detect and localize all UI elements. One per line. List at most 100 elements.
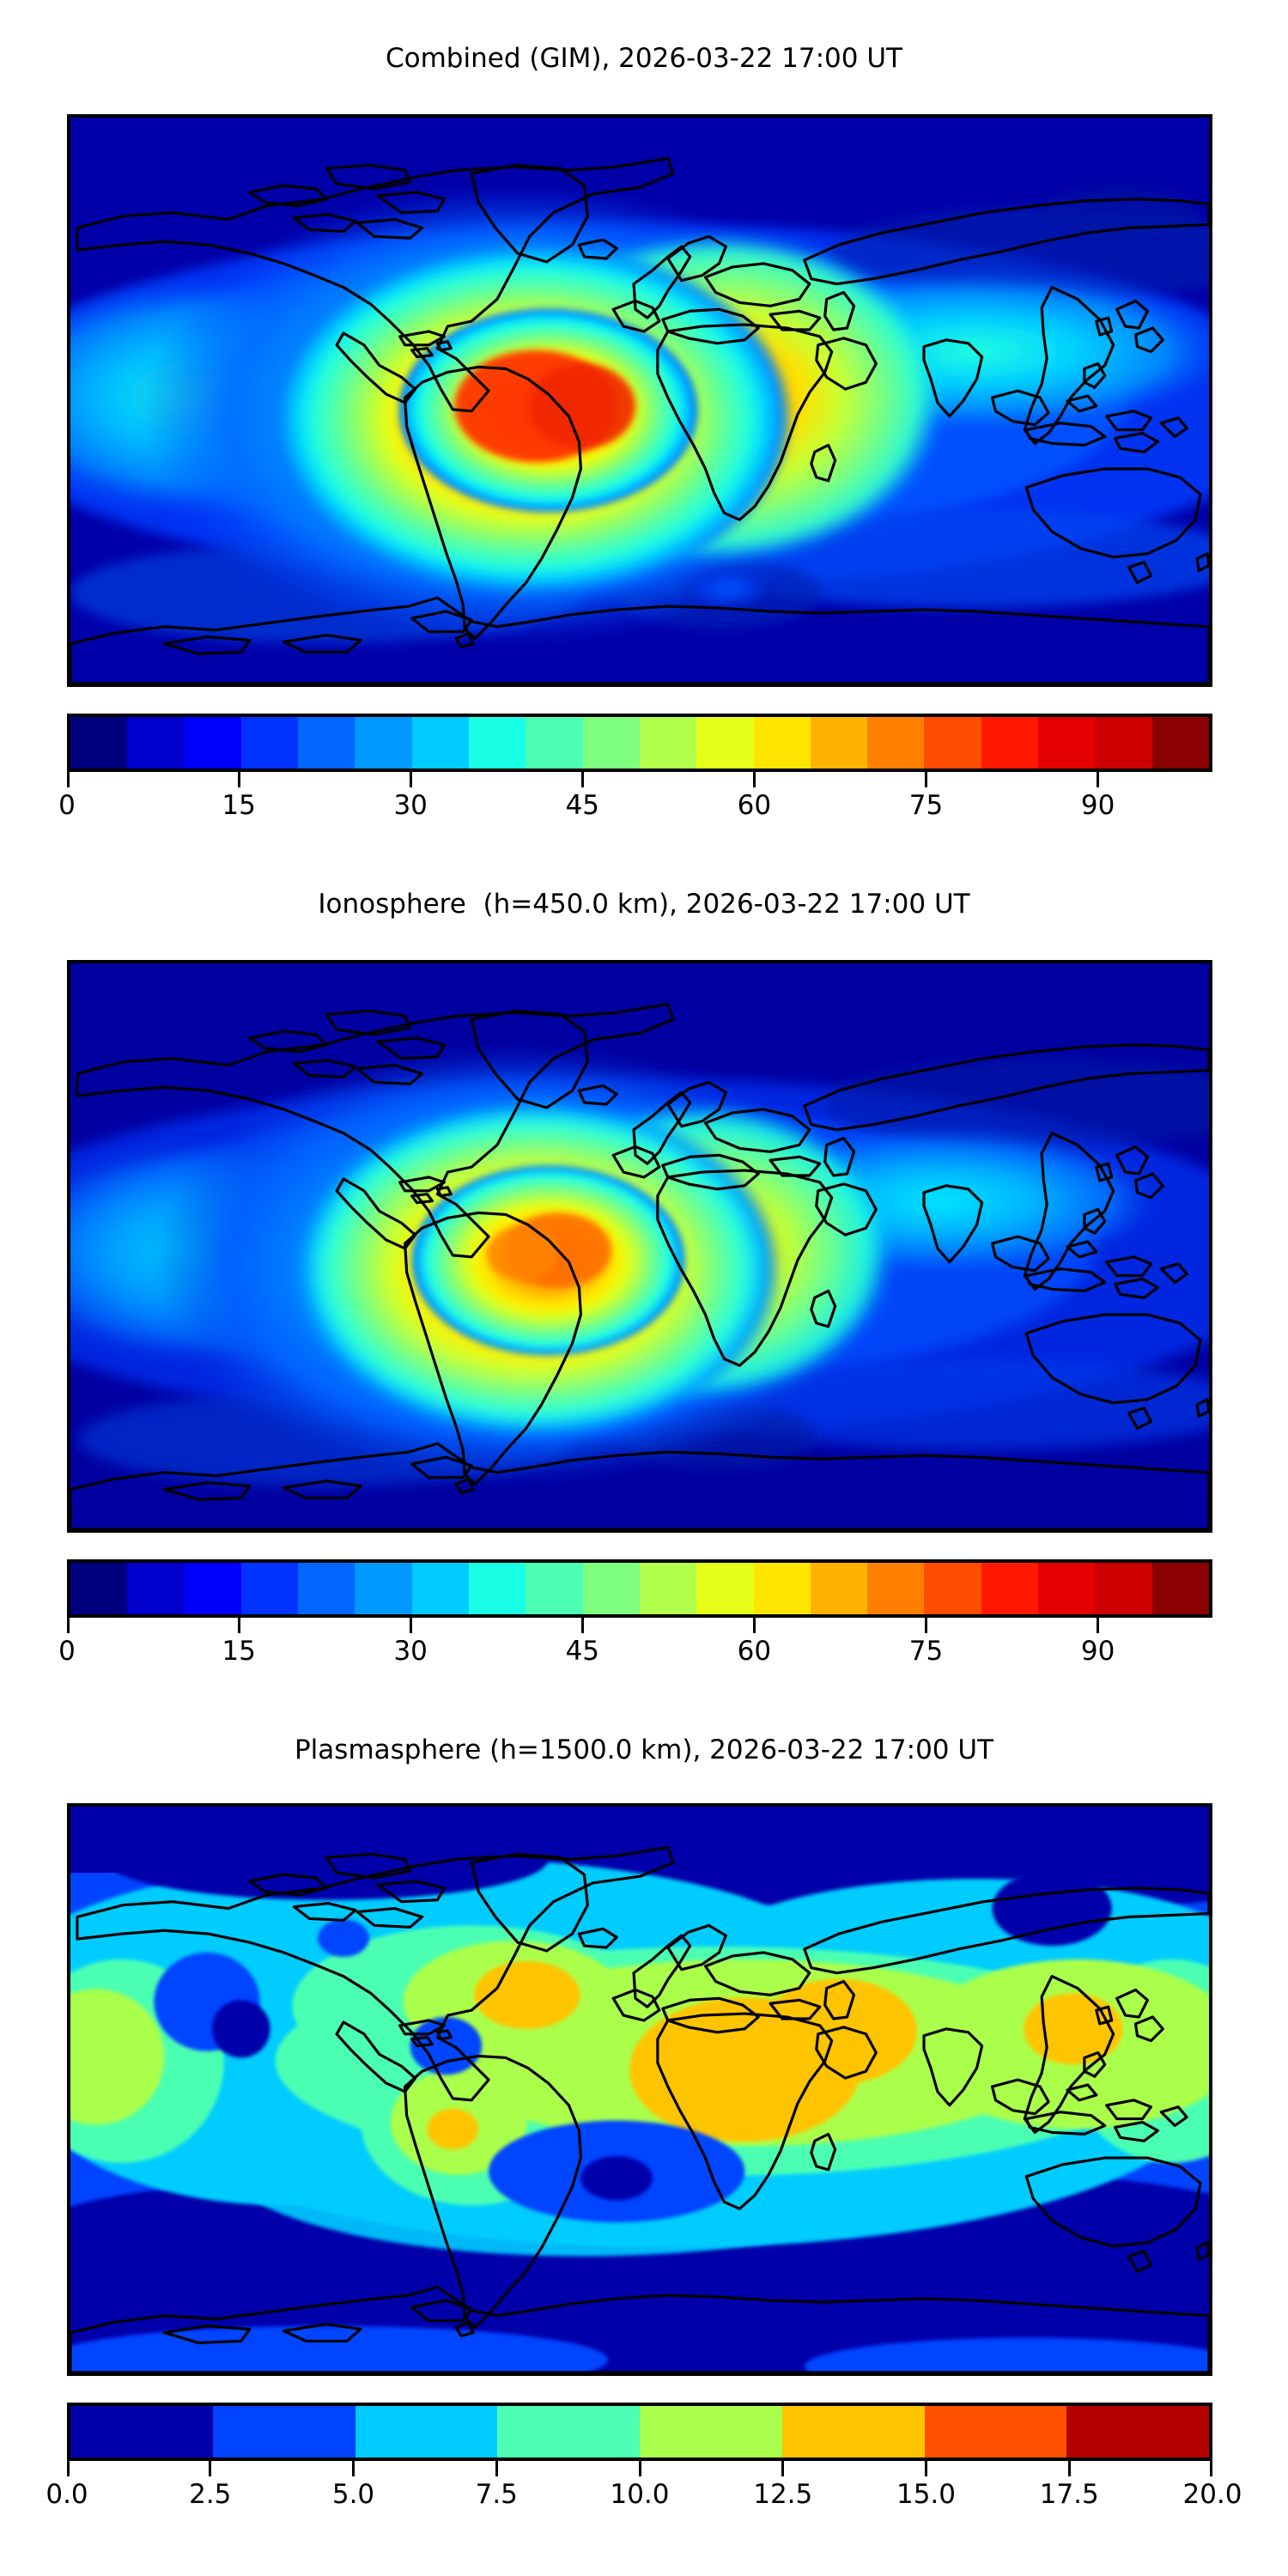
colorbar-tick-2 [409,1618,412,1633]
colorbar-ionosphere-bands [67,1559,1212,1618]
colorbar-band-16 [981,717,1039,769]
colorbar-band-1 [127,1563,185,1614]
colorbar-tick-label-6: 90 [1080,790,1115,821]
colorbar-band-16 [981,1563,1039,1614]
colorbar-band-3 [240,1563,299,1614]
colorbar-tick-2 [409,772,412,787]
colorbar-tick-label-5: 75 [908,790,944,821]
colorbar-ionosphere-ticks [67,1618,1212,1633]
colorbar-band-10 [639,717,697,769]
colorbar-band-4 [640,2406,782,2458]
map-ionosphere-svg [70,963,1209,1529]
colorbar-band-9 [582,1563,640,1614]
panel-title-ionosphere: Ionosphere (h=450.0 km), 2026-03-22 17:0… [318,889,970,920]
colorbar-band-15 [924,1563,981,1614]
colorbar-tick-3 [580,772,584,787]
colorbar-combined-bands [67,714,1212,772]
colorbar-band-18 [1095,1563,1152,1614]
colorbar-band-13 [810,717,868,769]
colorbar-tick-8 [1210,2461,1212,2476]
colorbar-band-6 [411,1563,470,1614]
colorbar-band-4 [298,1563,355,1614]
colorbar-band-6 [411,717,470,769]
colorbar-band-8 [526,717,583,769]
colorbar-band-10 [639,1563,697,1614]
colorbar-band-11 [696,1563,754,1614]
colorbar-tick-6 [925,2461,927,2476]
colorbar-tick-label-5: 75 [908,1636,944,1667]
colorbar-band-7 [1066,2406,1209,2458]
colorbar-band-12 [753,717,811,769]
colorbar-band-18 [1095,717,1152,769]
colorbar-tick-label-3: 45 [565,790,600,821]
colorbar-tick-0 [67,772,70,787]
colorbar-tick-label-7: 17.5 [1039,2479,1099,2510]
colorbar-tick-label-3: 45 [565,1636,600,1667]
colorbar-band-13 [810,1563,868,1614]
panel-combined: Combined (GIM), 2026-03-22 17:00 UT [0,0,1288,859]
colorbar-tick-5 [925,1618,927,1633]
colorbar-band-2 [184,1563,241,1614]
colorbar-tick-7 [1067,2461,1071,2476]
colorbar-band-3 [240,717,299,769]
colorbar-tick-label-2: 5.0 [331,2479,375,2510]
colorbar-band-7 [469,717,526,769]
colorbar-band-14 [867,717,925,769]
colorbar-band-12 [753,1563,811,1614]
colorbar-band-9 [582,717,640,769]
colorbar-band-0 [70,717,128,769]
colorbar-band-4 [298,717,355,769]
map-ionosphere [67,960,1212,1533]
colorbar-tick-0 [67,2461,70,2476]
colorbar-tick-4 [752,772,756,787]
colorbar-band-17 [1038,717,1096,769]
colorbar-tick-2 [352,2461,355,2476]
colorbar-tick-label-4: 60 [737,790,772,821]
colorbar-band-2 [184,717,241,769]
colorbar-tick-1 [237,772,240,787]
colorbar-tick-label-1: 15 [222,790,256,821]
map-plasmasphere-svg [70,1807,1209,2372]
colorbar-ionosphere-labels: 0 15 30 45 60 75 90 [58,1633,1212,1669]
colorbar-tick-6 [1097,1618,1100,1633]
colorbar-plasmasphere-bands [67,2403,1212,2461]
colorbar-tick-3 [495,2461,498,2476]
colorbar-band-3 [497,2406,640,2458]
colorbar-tick-1 [237,1618,240,1633]
colorbar-combined-ticks [67,772,1212,787]
colorbar-tick-3 [580,1618,584,1633]
colorbar-tick-0 [67,1618,70,1633]
colorbar-tick-label-1: 15 [222,1636,256,1667]
colorbar-band-0 [70,1563,128,1614]
map-combined [67,114,1212,687]
colorbar-tick-label-6: 90 [1080,1636,1115,1667]
colorbar-ionosphere: 0 15 30 45 60 75 90 [58,1559,1212,1669]
colorbar-tick-label-0: 0 [58,790,76,821]
colorbar-tick-label-0: 0.0 [46,2479,88,2510]
colorbar-band-6 [924,2406,1067,2458]
colorbar-tick-4 [752,1618,756,1633]
colorbar-band-7 [469,1563,526,1614]
colorbar-band-14 [867,1563,925,1614]
colorbar-tick-label-4: 60 [737,1636,772,1667]
colorbar-tick-6 [1097,772,1100,787]
colorbar-band-1 [127,717,185,769]
colorbar-band-5 [781,2406,925,2458]
panel-plasmasphere: Plasmasphere (h=1500.0 km), 2026-03-22 1… [0,1692,1288,2576]
colorbar-tick-label-8: 20.0 [1182,2479,1242,2510]
colorbar-band-17 [1038,1563,1096,1614]
panel-title-combined: Combined (GIM), 2026-03-22 17:00 UT [386,43,902,74]
colorbar-tick-label-4: 10.0 [610,2479,670,2510]
map-plasmasphere [67,1803,1212,2376]
colorbar-combined: 0 15 30 45 60 75 90 [58,714,1212,823]
colorbar-tick-label-0: 0 [58,1636,76,1667]
colorbar-plasmasphere-labels: 0.0 2.5 5.0 7.5 10.0 12.5 15.0 17.5 20.0 [46,2476,1242,2512]
colorbar-combined-labels: 0 15 30 45 60 75 90 [58,787,1212,823]
colorbar-band-8 [526,1563,583,1614]
panel-ionosphere: Ionosphere (h=450.0 km), 2026-03-22 17:0… [0,846,1288,1704]
colorbar-plasmasphere-ticks [67,2461,1212,2476]
colorbar-tick-4 [638,2461,641,2476]
colorbar-band-5 [355,1563,412,1614]
colorbar-tick-label-2: 30 [393,1636,428,1667]
